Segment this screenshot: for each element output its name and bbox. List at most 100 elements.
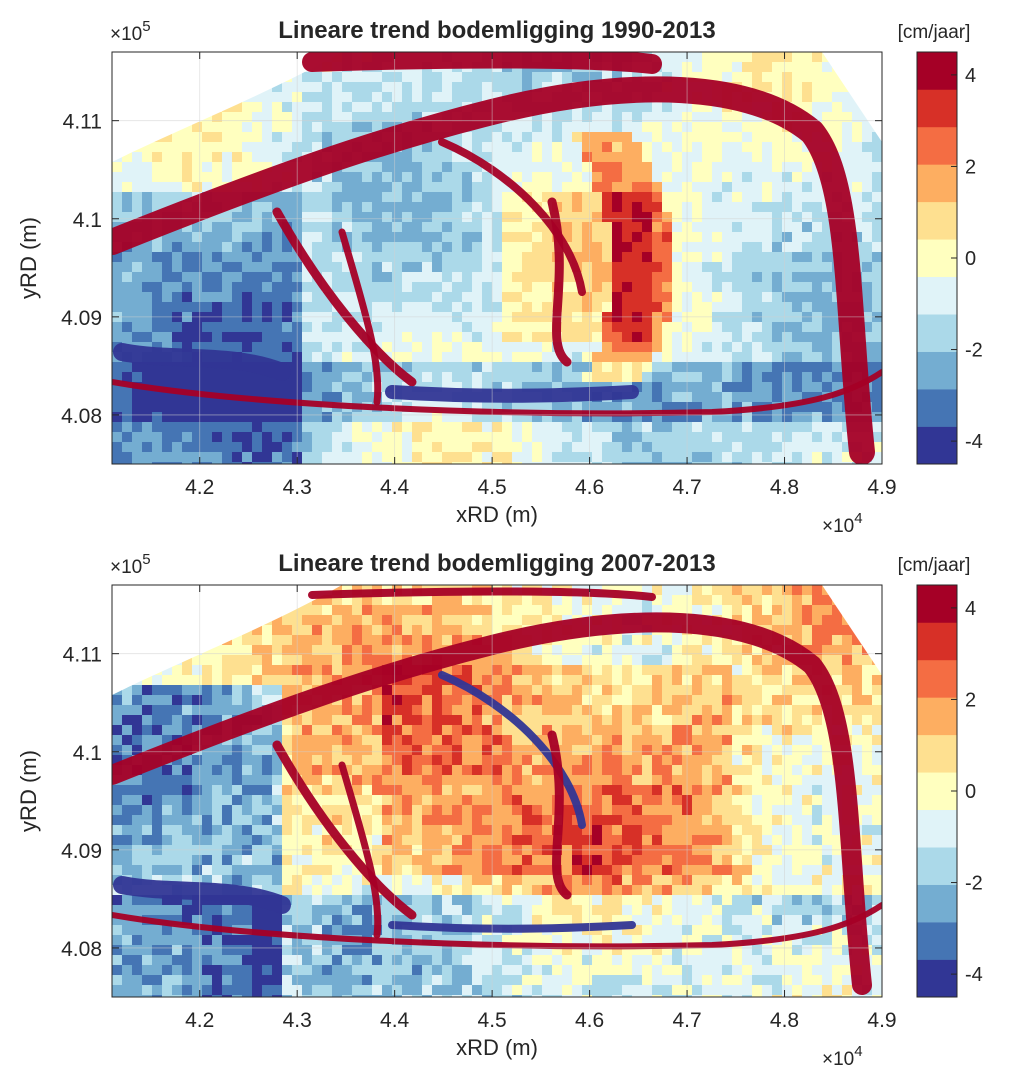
field-cell [202, 775, 213, 786]
field-cell [422, 302, 433, 313]
field-cell [402, 272, 413, 283]
field-cell [632, 765, 643, 776]
field-cell [582, 282, 593, 293]
field-cell [792, 82, 803, 93]
field-cell [332, 595, 343, 606]
field-cell [622, 745, 633, 756]
field-cell [592, 322, 603, 333]
field-cell [472, 432, 483, 443]
field-cell [632, 182, 643, 193]
field-cell [182, 755, 193, 766]
field-cell [462, 412, 473, 423]
field-cell [842, 152, 853, 163]
field-cell [372, 755, 383, 766]
field-cell [752, 745, 763, 756]
field-cell [862, 705, 873, 716]
field-cell [322, 172, 333, 183]
field-cell [502, 412, 513, 423]
field-cell [642, 372, 653, 383]
field-cell [192, 392, 203, 403]
field-cell [202, 262, 213, 273]
field-cell [532, 192, 543, 203]
field-cell [412, 645, 423, 656]
field-cell [442, 242, 453, 253]
field-cell [592, 695, 603, 706]
field-cell [362, 725, 373, 736]
field-cell [412, 795, 423, 806]
field-cell [632, 605, 643, 616]
field-cell [212, 292, 223, 303]
field-cell [202, 222, 213, 233]
field-cell [272, 695, 283, 706]
field-cell [542, 422, 553, 433]
field-cell [512, 252, 523, 263]
field-cell [152, 292, 163, 303]
field-cell [632, 695, 643, 706]
field-cell [762, 222, 773, 233]
field-cell [232, 765, 243, 776]
field-cell [602, 705, 613, 716]
field-cell [142, 152, 153, 163]
field-cell [852, 122, 863, 133]
field-cell [812, 352, 823, 363]
field-cell [662, 232, 673, 243]
field-cell [542, 605, 553, 616]
field-cell [152, 412, 163, 423]
field-cell [262, 152, 273, 163]
field-cell [672, 202, 683, 213]
field-cell [412, 282, 423, 293]
field-cell [452, 745, 463, 756]
field-cell [452, 182, 463, 193]
field-cell [272, 112, 283, 123]
field-cell [592, 202, 603, 213]
field-cell [712, 172, 723, 183]
field-cell [822, 775, 833, 786]
field-cell [772, 605, 783, 616]
field-cell [812, 605, 823, 616]
field-cell [492, 162, 503, 173]
field-cell [192, 795, 203, 806]
field-cell [712, 132, 723, 143]
field-cell [522, 142, 533, 153]
field-cell [442, 665, 453, 676]
field-cell [602, 715, 613, 726]
field-cell [802, 685, 813, 696]
field-cell [762, 52, 773, 63]
field-cell [442, 92, 453, 103]
colorbar-segment [917, 164, 957, 203]
field-cell [762, 292, 773, 303]
field-cell [612, 202, 623, 213]
field-cell [742, 725, 753, 736]
field-cell [482, 262, 493, 273]
field-cell [532, 282, 543, 293]
field-cell [602, 302, 613, 313]
field-cell [802, 52, 813, 63]
field-cell [582, 292, 593, 303]
field-cell [792, 705, 803, 716]
field-cell [842, 625, 853, 636]
colorbar-segment [917, 426, 957, 465]
field-cell [142, 242, 153, 253]
field-cell [492, 122, 503, 133]
field-cell [872, 442, 882, 453]
field-cell [252, 795, 263, 806]
field-cell [422, 232, 433, 243]
field-cell [322, 212, 333, 223]
field-cell [632, 392, 643, 403]
field-cell [692, 262, 703, 273]
field-cell [872, 282, 882, 293]
field-cell [422, 212, 433, 223]
field-cell [752, 432, 763, 443]
field-cell [302, 392, 313, 403]
field-cell [322, 615, 333, 626]
field-cell [532, 755, 543, 766]
field-cell [322, 232, 333, 243]
field-cell [622, 152, 633, 163]
field-cell [402, 705, 413, 716]
field-cell [782, 152, 793, 163]
field-cell [192, 422, 203, 433]
field-cell [472, 795, 483, 806]
field-cell [772, 62, 783, 73]
field-cell [232, 232, 243, 243]
field-cell [342, 292, 353, 303]
